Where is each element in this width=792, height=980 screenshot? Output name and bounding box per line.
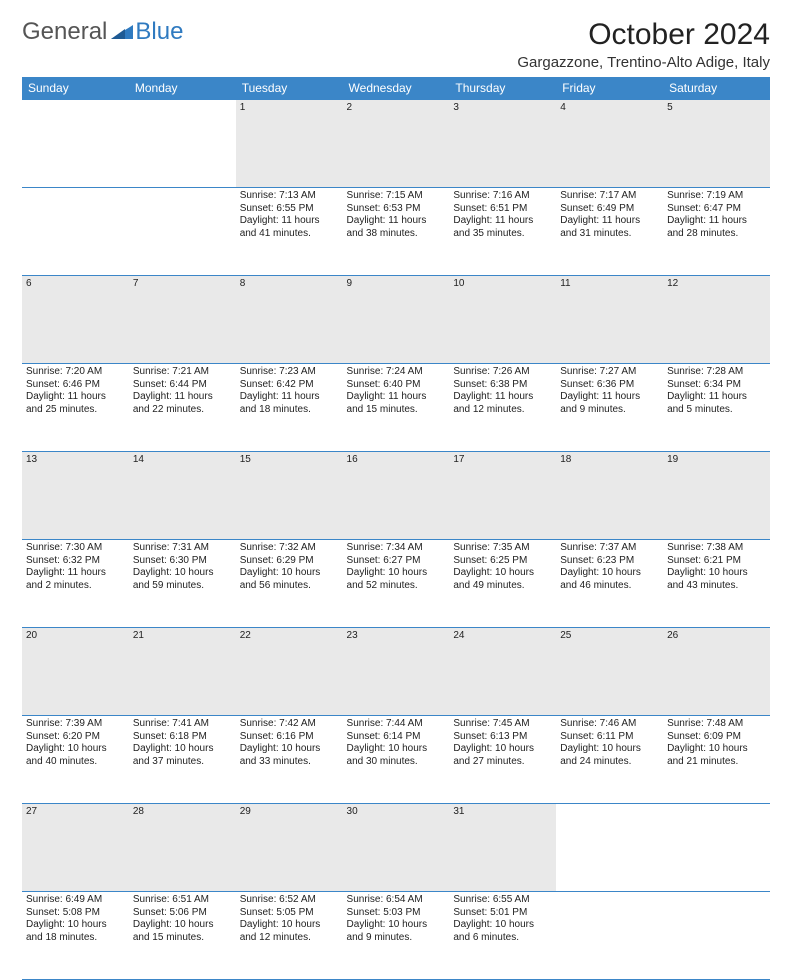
day-number-row: 6789101112 xyxy=(22,276,770,364)
day-info-cell: Sunrise: 7:19 AMSunset: 6:47 PMDaylight:… xyxy=(663,188,770,276)
day-number-cell xyxy=(663,804,770,892)
day-number-cell: 2 xyxy=(343,100,450,188)
day-number-cell: 15 xyxy=(236,452,343,540)
day-info-cell: Sunrise: 7:17 AMSunset: 6:49 PMDaylight:… xyxy=(556,188,663,276)
brand-triangle-icon xyxy=(111,25,133,39)
day-number-row: 2728293031 xyxy=(22,804,770,892)
weekday-header: Saturday xyxy=(663,77,770,100)
day-number-cell: 7 xyxy=(129,276,236,364)
day-info-cell: Sunrise: 7:45 AMSunset: 6:13 PMDaylight:… xyxy=(449,716,556,804)
day-number-cell: 6 xyxy=(22,276,129,364)
day-number-row: 13141516171819 xyxy=(22,452,770,540)
day-number-cell: 31 xyxy=(449,804,556,892)
day-number-cell: 17 xyxy=(449,452,556,540)
day-info-cell xyxy=(663,892,770,980)
day-info-cell: Sunrise: 7:48 AMSunset: 6:09 PMDaylight:… xyxy=(663,716,770,804)
day-number-cell: 25 xyxy=(556,628,663,716)
weekday-header: Thursday xyxy=(449,77,556,100)
day-number-cell: 29 xyxy=(236,804,343,892)
day-info-cell: Sunrise: 7:34 AMSunset: 6:27 PMDaylight:… xyxy=(343,540,450,628)
day-info-cell: Sunrise: 6:49 AMSunset: 5:08 PMDaylight:… xyxy=(22,892,129,980)
day-info-row: Sunrise: 6:49 AMSunset: 5:08 PMDaylight:… xyxy=(22,892,770,980)
day-info-cell: Sunrise: 7:20 AMSunset: 6:46 PMDaylight:… xyxy=(22,364,129,452)
day-info-cell: Sunrise: 7:39 AMSunset: 6:20 PMDaylight:… xyxy=(22,716,129,804)
page-header: General Blue October 2024 Gargazzone, Tr… xyxy=(22,18,770,71)
day-info-cell: Sunrise: 6:54 AMSunset: 5:03 PMDaylight:… xyxy=(343,892,450,980)
day-info-cell xyxy=(22,188,129,276)
weekday-header: Sunday xyxy=(22,77,129,100)
day-number-cell: 30 xyxy=(343,804,450,892)
day-info-cell: Sunrise: 7:23 AMSunset: 6:42 PMDaylight:… xyxy=(236,364,343,452)
day-number-cell: 24 xyxy=(449,628,556,716)
weekday-header: Friday xyxy=(556,77,663,100)
location-text: Gargazzone, Trentino-Alto Adige, Italy xyxy=(517,54,770,71)
day-info-cell: Sunrise: 7:46 AMSunset: 6:11 PMDaylight:… xyxy=(556,716,663,804)
day-number-cell: 13 xyxy=(22,452,129,540)
day-number-cell: 3 xyxy=(449,100,556,188)
day-info-cell: Sunrise: 7:21 AMSunset: 6:44 PMDaylight:… xyxy=(129,364,236,452)
day-info-cell: Sunrise: 7:42 AMSunset: 6:16 PMDaylight:… xyxy=(236,716,343,804)
day-info-row: Sunrise: 7:20 AMSunset: 6:46 PMDaylight:… xyxy=(22,364,770,452)
day-info-cell: Sunrise: 7:37 AMSunset: 6:23 PMDaylight:… xyxy=(556,540,663,628)
weekday-header: Tuesday xyxy=(236,77,343,100)
day-number-cell: 16 xyxy=(343,452,450,540)
day-info-cell: Sunrise: 7:32 AMSunset: 6:29 PMDaylight:… xyxy=(236,540,343,628)
day-info-cell: Sunrise: 7:27 AMSunset: 6:36 PMDaylight:… xyxy=(556,364,663,452)
day-number-cell: 28 xyxy=(129,804,236,892)
day-info-cell: Sunrise: 7:15 AMSunset: 6:53 PMDaylight:… xyxy=(343,188,450,276)
calendar-body: 12345 Sunrise: 7:13 AMSunset: 6:55 PMDay… xyxy=(22,100,770,980)
weekday-header-row: SundayMondayTuesdayWednesdayThursdayFrid… xyxy=(22,77,770,100)
day-number-cell: 26 xyxy=(663,628,770,716)
day-info-row: Sunrise: 7:39 AMSunset: 6:20 PMDaylight:… xyxy=(22,716,770,804)
weekday-header: Wednesday xyxy=(343,77,450,100)
day-number-cell: 22 xyxy=(236,628,343,716)
day-number-row: 12345 xyxy=(22,100,770,188)
day-info-cell: Sunrise: 7:30 AMSunset: 6:32 PMDaylight:… xyxy=(22,540,129,628)
day-number-cell: 12 xyxy=(663,276,770,364)
day-number-cell: 19 xyxy=(663,452,770,540)
day-info-cell: Sunrise: 7:16 AMSunset: 6:51 PMDaylight:… xyxy=(449,188,556,276)
day-info-cell: Sunrise: 7:44 AMSunset: 6:14 PMDaylight:… xyxy=(343,716,450,804)
day-info-cell: Sunrise: 7:38 AMSunset: 6:21 PMDaylight:… xyxy=(663,540,770,628)
day-number-cell: 27 xyxy=(22,804,129,892)
day-number-cell xyxy=(556,804,663,892)
brand-part2: Blue xyxy=(135,18,183,46)
day-number-cell xyxy=(22,100,129,188)
day-info-row: Sunrise: 7:13 AMSunset: 6:55 PMDaylight:… xyxy=(22,188,770,276)
day-number-cell: 14 xyxy=(129,452,236,540)
day-number-cell: 10 xyxy=(449,276,556,364)
day-info-cell: Sunrise: 7:24 AMSunset: 6:40 PMDaylight:… xyxy=(343,364,450,452)
day-info-cell: Sunrise: 6:51 AMSunset: 5:06 PMDaylight:… xyxy=(129,892,236,980)
day-number-cell xyxy=(129,100,236,188)
day-number-cell: 23 xyxy=(343,628,450,716)
day-number-cell: 9 xyxy=(343,276,450,364)
day-info-cell: Sunrise: 7:26 AMSunset: 6:38 PMDaylight:… xyxy=(449,364,556,452)
day-info-cell: Sunrise: 7:28 AMSunset: 6:34 PMDaylight:… xyxy=(663,364,770,452)
day-number-cell: 5 xyxy=(663,100,770,188)
day-info-cell: Sunrise: 7:41 AMSunset: 6:18 PMDaylight:… xyxy=(129,716,236,804)
month-title: October 2024 xyxy=(517,18,770,52)
day-info-row: Sunrise: 7:30 AMSunset: 6:32 PMDaylight:… xyxy=(22,540,770,628)
day-number-cell: 4 xyxy=(556,100,663,188)
brand-part1: General xyxy=(22,18,107,46)
day-number-cell: 18 xyxy=(556,452,663,540)
day-number-cell: 8 xyxy=(236,276,343,364)
calendar-table: SundayMondayTuesdayWednesdayThursdayFrid… xyxy=(22,77,770,980)
day-info-cell xyxy=(556,892,663,980)
day-info-cell xyxy=(129,188,236,276)
day-number-cell: 20 xyxy=(22,628,129,716)
day-info-cell: Sunrise: 7:13 AMSunset: 6:55 PMDaylight:… xyxy=(236,188,343,276)
day-number-cell: 21 xyxy=(129,628,236,716)
day-info-cell: Sunrise: 7:31 AMSunset: 6:30 PMDaylight:… xyxy=(129,540,236,628)
brand-logo: General Blue xyxy=(22,18,183,46)
day-info-cell: Sunrise: 6:52 AMSunset: 5:05 PMDaylight:… xyxy=(236,892,343,980)
day-info-cell: Sunrise: 7:35 AMSunset: 6:25 PMDaylight:… xyxy=(449,540,556,628)
title-block: October 2024 Gargazzone, Trentino-Alto A… xyxy=(517,18,770,71)
day-number-row: 20212223242526 xyxy=(22,628,770,716)
weekday-header: Monday xyxy=(129,77,236,100)
day-info-cell: Sunrise: 6:55 AMSunset: 5:01 PMDaylight:… xyxy=(449,892,556,980)
day-number-cell: 1 xyxy=(236,100,343,188)
day-number-cell: 11 xyxy=(556,276,663,364)
